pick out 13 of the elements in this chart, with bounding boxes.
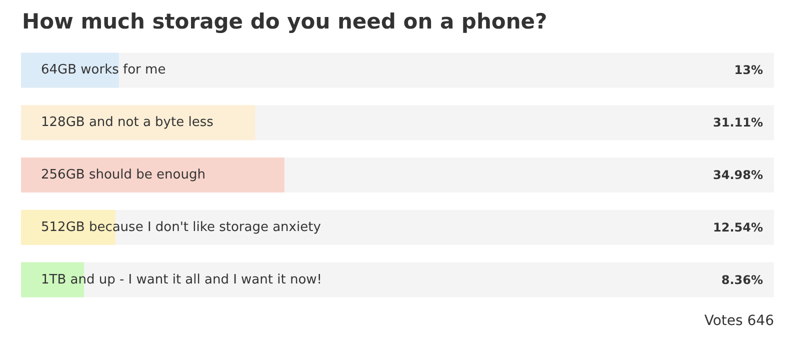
data-label: 12.54% — [713, 220, 763, 234]
data-label: 13% — [734, 63, 763, 78]
y-tick-label: 1TB and up - I want it all and I want it now! — [41, 272, 322, 288]
text: Votes 646 — [704, 313, 774, 329]
y-tick-label: 64GB works for me — [41, 62, 166, 78]
data-label: 31.11% — [713, 116, 763, 130]
data-label: 8.36% — [721, 272, 763, 287]
chart-title: How much storage do you need on a phone? — [22, 10, 548, 34]
bar — [21, 52, 119, 88]
data-label: 34.98% — [713, 168, 763, 182]
y-tick-label: 256GB should be enough — [41, 168, 206, 182]
y-tick-label: 512GB because I don't like storage anxiety — [41, 220, 322, 235]
y-tick-label: 128GB and not a byte less — [41, 115, 214, 130]
